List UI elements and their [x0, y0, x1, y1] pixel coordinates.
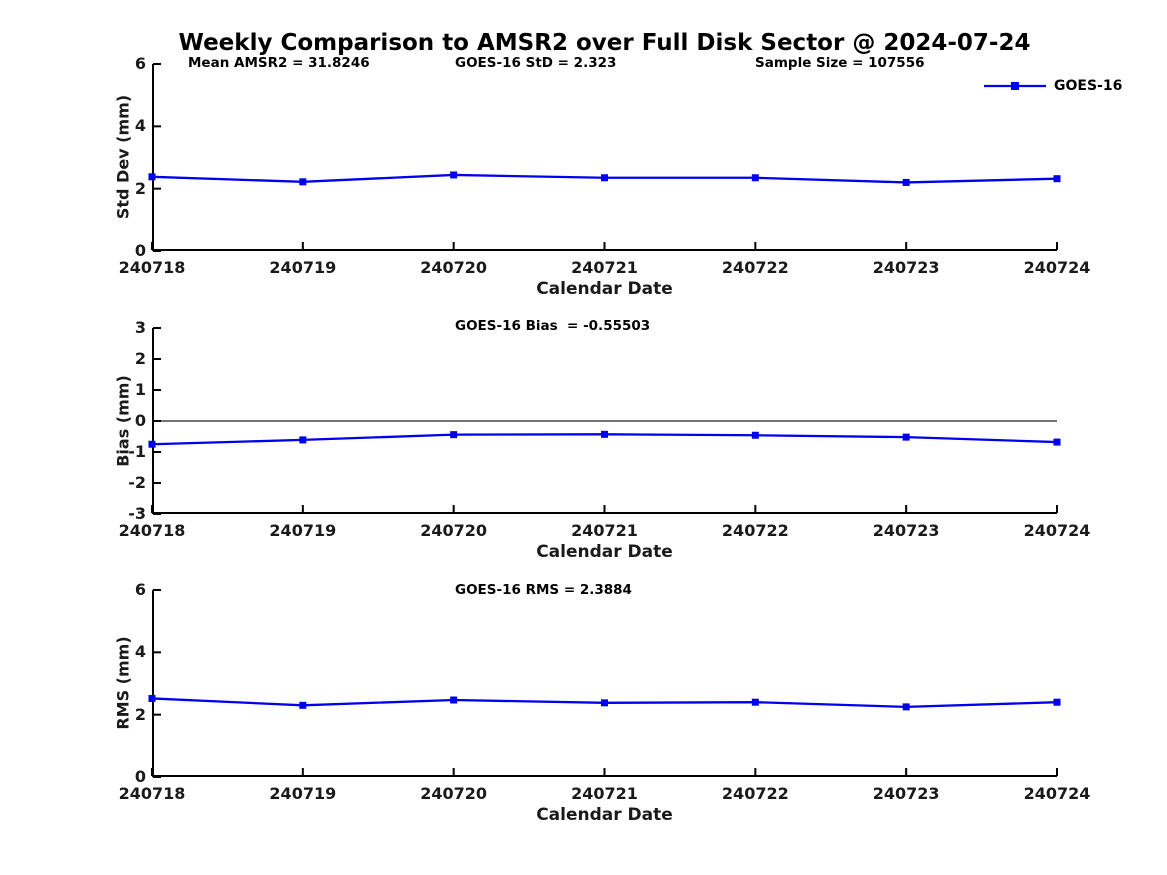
y-tick-label: 0	[134, 767, 146, 786]
x-tick-label: 240718	[118, 521, 186, 540]
y-tick-label: 2	[134, 349, 146, 368]
legend-line-icon	[984, 82, 1046, 90]
y-tick-label: 2	[134, 704, 146, 724]
data-point-marker	[148, 440, 156, 448]
rms-plot-area	[148, 589, 1061, 778]
stddev-plot-area	[148, 63, 1061, 252]
x-tick-label: 240724	[1023, 258, 1091, 277]
x-tick-label: 240724	[1023, 521, 1091, 540]
data-point-marker	[601, 174, 608, 182]
data-point-marker	[751, 698, 759, 706]
data-point-marker	[1053, 698, 1061, 706]
x-tick-label: 240720	[420, 784, 488, 803]
x-tick-label: 240722	[721, 258, 789, 277]
data-point-marker	[902, 433, 910, 441]
data-point-marker	[299, 701, 307, 709]
x-tick-label: 240724	[1023, 784, 1091, 803]
x-tick-label: 240721	[571, 521, 638, 540]
data-point-marker	[450, 431, 458, 439]
x-tick-label: 240720	[420, 258, 488, 277]
y-tick-label: 6	[134, 54, 146, 73]
data-point-marker	[751, 174, 759, 182]
data-point-marker	[1053, 438, 1061, 446]
x-tick-label: 240723	[872, 258, 940, 277]
x-tick-label: 240718	[118, 258, 186, 277]
x-tick-label: 240721	[571, 784, 638, 803]
y-tick-label: 6	[134, 580, 146, 599]
annotation-goes16-rms: GOES-16 RMS = 2.3884	[455, 582, 632, 598]
data-point-marker	[601, 699, 608, 707]
x-tick-label: 240718	[118, 784, 186, 803]
y-tick-label: 2	[134, 178, 146, 198]
data-point-marker	[902, 178, 910, 186]
x-tick-label: 240719	[269, 784, 337, 803]
data-point-marker	[902, 703, 910, 711]
data-point-marker	[450, 171, 458, 179]
annotation-goes16-bias: GOES-16 Bias = -0.55503	[455, 318, 651, 334]
data-point-marker	[450, 696, 458, 704]
x-tick-label: 240722	[721, 784, 789, 803]
y-axis-label-stddev: Std Dev (mm)	[113, 94, 133, 220]
x-tick-label: 240722	[721, 521, 789, 540]
x-axis-label-rms: Calendar Date	[536, 805, 673, 825]
x-tick-label: 240719	[269, 258, 337, 277]
bias-plot-area	[148, 327, 1061, 515]
annotation-sample-size: Sample Size = 107556	[755, 55, 925, 71]
data-point-marker	[751, 431, 759, 439]
y-tick-label: 0	[134, 411, 146, 430]
y-tick-label: 4	[134, 642, 146, 662]
data-point-marker	[299, 178, 307, 186]
x-tick-label: 240719	[269, 521, 337, 540]
y-tick-label: -2	[128, 473, 146, 492]
y-tick-label: 0	[134, 241, 146, 260]
annotation-mean-amsr2: Mean AMSR2 = 31.8246	[188, 55, 370, 71]
y-tick-label: -1	[128, 442, 146, 461]
data-point-marker	[148, 694, 156, 702]
data-point-marker	[601, 430, 608, 438]
x-tick-label: 240723	[872, 784, 940, 803]
x-axis-label-bias: Calendar Date	[536, 542, 673, 562]
x-tick-label: 240723	[872, 521, 940, 540]
x-axis-label-stddev: Calendar Date	[536, 279, 673, 299]
y-tick-label: 1	[134, 380, 146, 399]
annotation-goes16-std: GOES-16 StD = 2.323	[455, 55, 617, 71]
y-tick-label: -3	[128, 504, 146, 523]
data-point-marker	[1053, 175, 1061, 183]
y-tick-label: 3	[134, 318, 146, 337]
legend: GOES-16	[984, 78, 1122, 94]
data-point-marker	[148, 173, 156, 181]
data-point-marker	[299, 436, 307, 444]
x-tick-label: 240720	[420, 521, 488, 540]
legend-label: GOES-16	[1054, 78, 1123, 94]
chart-title: Weekly Comparison to AMSR2 over Full Dis…	[178, 30, 1031, 56]
x-tick-label: 240721	[571, 258, 638, 277]
y-tick-label: 4	[134, 116, 146, 136]
